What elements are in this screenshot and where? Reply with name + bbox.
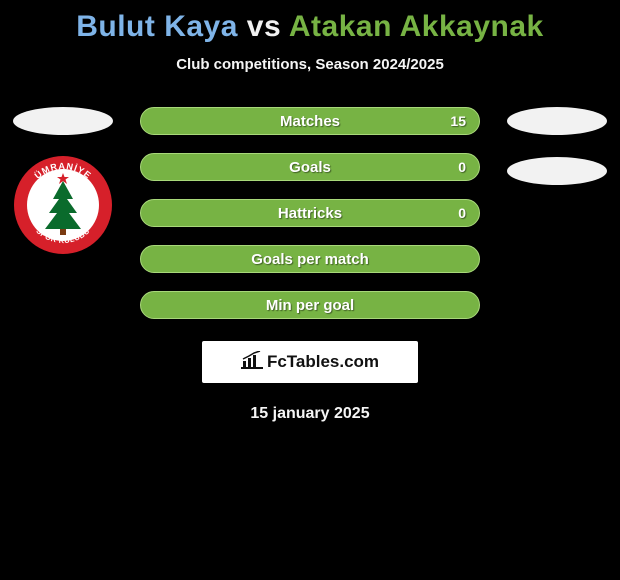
branding-badge: FcTables.com bbox=[202, 341, 418, 383]
stats-list: Matches 15 Goals 0 Hattricks 0 Goals per match… bbox=[140, 107, 480, 319]
stat-value: 15 bbox=[450, 113, 466, 129]
stat-row: Matches 15 bbox=[140, 107, 480, 135]
branding-text: FcTables.com bbox=[267, 352, 379, 372]
right-ellipse-2 bbox=[507, 157, 607, 185]
right-ellipse-1 bbox=[507, 107, 607, 135]
subtitle: Club competitions, Season 2024/2025 bbox=[0, 56, 620, 73]
right-column bbox=[502, 107, 612, 185]
stat-label: Goals per match bbox=[251, 251, 369, 268]
stat-value: 0 bbox=[458, 205, 466, 221]
stat-label: Matches bbox=[280, 113, 340, 130]
content-area: ÜMRANİYE SPOR KULÜBÜ Matches15Goals0Hatt… bbox=[0, 107, 620, 423]
date-label: 15 january 2025 bbox=[0, 405, 620, 423]
left-ellipse bbox=[13, 107, 113, 135]
stat-row: Min per goal bbox=[140, 291, 480, 319]
club-logo-umraniye: ÜMRANİYE SPOR KULÜBÜ bbox=[13, 155, 113, 255]
title-player1: Bulut Kaya bbox=[76, 10, 238, 43]
stat-row: Hattricks 0 bbox=[140, 199, 480, 227]
left-column: ÜMRANİYE SPOR KULÜBÜ bbox=[8, 107, 118, 255]
chart-icon bbox=[241, 351, 263, 374]
stat-label: Hattricks bbox=[278, 205, 342, 222]
stat-row: Goals 0 bbox=[140, 153, 480, 181]
stat-label: Min per goal bbox=[266, 297, 354, 314]
title-vs: vs bbox=[247, 10, 281, 43]
stat-label: Goals bbox=[289, 159, 331, 176]
stat-row: Goals per match bbox=[140, 245, 480, 273]
stat-value: 0 bbox=[458, 159, 466, 175]
page-title: Bulut Kaya vs Atakan Akkaynak bbox=[0, 0, 620, 44]
title-player2: Atakan Akkaynak bbox=[289, 10, 544, 43]
